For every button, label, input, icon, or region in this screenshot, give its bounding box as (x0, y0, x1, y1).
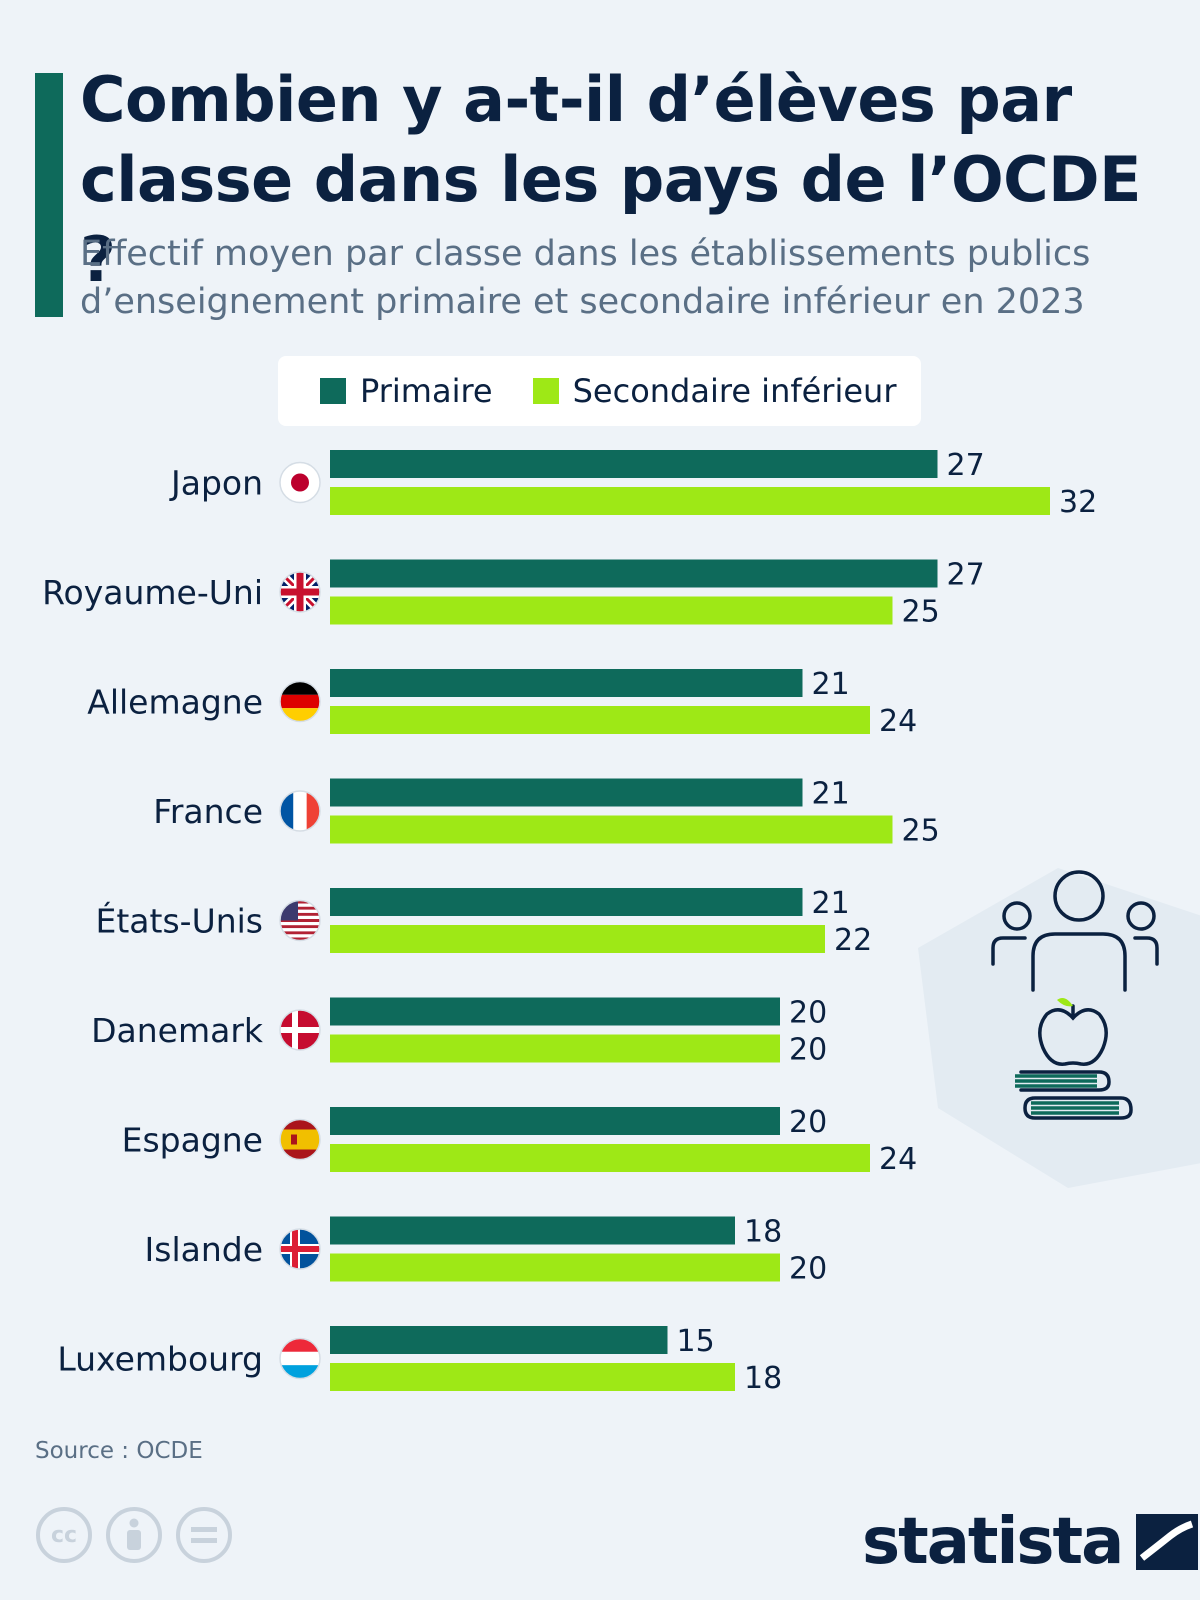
legend-label-primary: Primaire (360, 372, 493, 410)
bar-secondary (330, 1144, 870, 1172)
value-label-primary: 27 (947, 558, 985, 593)
luxembourg-flag-icon (279, 1337, 321, 1380)
bar-secondary (330, 925, 825, 953)
category-label: Allemagne (87, 683, 263, 722)
category-label: Espagne (122, 1121, 263, 1160)
bar-secondary (330, 706, 870, 734)
legend-label-secondary: Secondaire inférieur (572, 372, 897, 410)
chart-subtitle: Effectif moyen par classe dans les établ… (80, 234, 1091, 322)
statista-logo-icon (1136, 1514, 1199, 1570)
legend: Primaire Secondaire inférieur (278, 356, 921, 426)
bar-secondary (330, 815, 893, 844)
bar-primary (330, 778, 803, 807)
value-label-secondary: 24 (879, 1142, 917, 1177)
value-label-primary: 18 (744, 1215, 782, 1250)
value-label-secondary: 20 (789, 1252, 827, 1287)
category-label: Danemark (91, 1011, 264, 1050)
bar-secondary (330, 1253, 780, 1282)
legend-item-primary: Primaire (320, 372, 493, 410)
legend-swatch-primary (320, 378, 346, 404)
source-note: Source : OCDE (35, 1438, 203, 1464)
iceland-flag-icon (279, 1228, 321, 1270)
value-label-primary: 20 (789, 996, 827, 1031)
apple-leaf-icon (1057, 998, 1073, 1007)
legend-item-secondary: Secondaire inférieur (532, 372, 897, 410)
bar-secondary (330, 487, 1050, 515)
value-label-primary: 15 (677, 1324, 715, 1359)
value-label-secondary: 25 (902, 814, 940, 849)
usa-flag-icon (279, 899, 321, 942)
value-label-primary: 21 (812, 886, 850, 921)
category-label: Luxembourg (57, 1340, 263, 1379)
value-label-secondary: 18 (744, 1361, 782, 1396)
book-top-icon (1019, 1070, 1111, 1092)
value-label-primary: 27 (947, 448, 985, 483)
student-right-body-icon (1133, 936, 1159, 966)
category-label: États-Unis (96, 901, 263, 941)
apple-icon (1038, 1008, 1108, 1066)
denmark-flag-icon (279, 1009, 321, 1051)
bar-primary (330, 559, 938, 588)
bar-primary (330, 1107, 780, 1135)
attribution-icon[interactable] (106, 1507, 162, 1563)
teacher-body-icon (1031, 932, 1127, 992)
teacher-head-icon (1053, 870, 1105, 922)
no-derivatives-icon[interactable] (176, 1507, 232, 1563)
student-left-body-icon (991, 936, 1027, 966)
statista-brand[interactable]: statista (862, 1505, 1199, 1579)
category-label: Japon (169, 464, 263, 503)
france-flag-icon (279, 790, 321, 832)
spain-flag-icon (279, 1118, 321, 1161)
japan-flag-icon (279, 461, 321, 504)
cc-icon[interactable]: cc (36, 1507, 92, 1563)
brand-wordmark: statista (862, 1505, 1124, 1579)
classroom-illustration (991, 870, 1159, 1120)
license-icons: cc (36, 1507, 232, 1563)
value-label-secondary: 20 (789, 1033, 827, 1068)
uk-flag-icon (279, 571, 321, 613)
value-label-secondary: 32 (1059, 485, 1097, 520)
germany-flag-icon (279, 680, 321, 723)
category-label: France (153, 792, 263, 831)
bar-primary (330, 450, 938, 478)
bar-primary (330, 1216, 735, 1245)
bar-secondary (330, 596, 893, 625)
value-label-primary: 20 (789, 1105, 827, 1140)
title-accent-bar (35, 73, 63, 317)
bar-secondary (330, 1034, 780, 1063)
value-label-secondary: 25 (902, 595, 940, 630)
value-label-primary: 21 (812, 777, 850, 812)
category-label: Royaume-Uni (42, 573, 263, 612)
chart-title: Combien y a-t-il d’élèves par classe dan… (80, 63, 1141, 296)
legend-swatch-secondary (532, 378, 559, 404)
bar-primary (330, 1326, 668, 1354)
bar-secondary (330, 1363, 735, 1391)
value-label-secondary: 22 (834, 923, 872, 958)
bar-primary (330, 888, 803, 916)
student-right-head-icon (1126, 901, 1156, 931)
bar-primary (330, 669, 803, 697)
value-label-secondary: 24 (879, 704, 917, 739)
category-label: Islande (145, 1230, 263, 1269)
book-bottom-icon (1023, 1096, 1133, 1120)
bar-primary (330, 997, 780, 1026)
student-left-head-icon (1002, 901, 1032, 931)
value-label-primary: 21 (812, 667, 850, 702)
